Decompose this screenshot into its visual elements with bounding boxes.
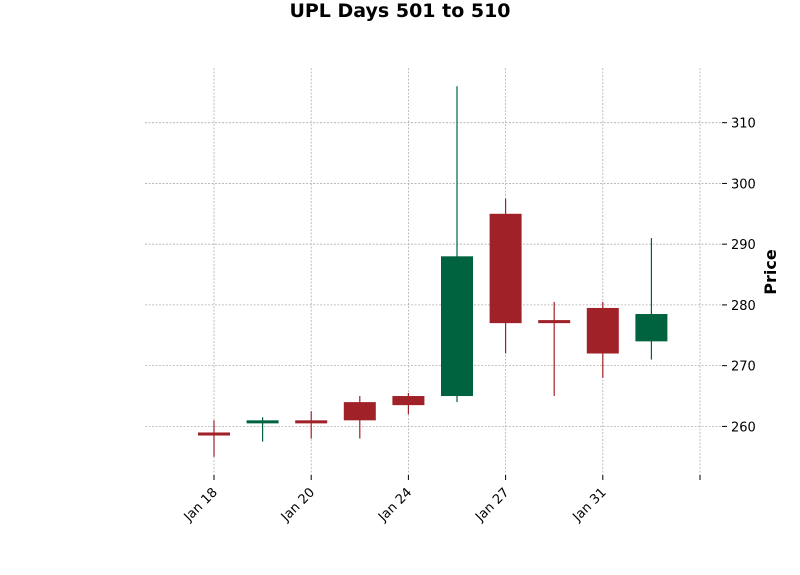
x-tick-label: Jan 27 [472,485,512,525]
candle [441,86,473,403]
candle-body [489,213,522,324]
x-tick-label: Jan 31 [570,485,610,525]
candle-body [392,396,425,406]
x-tick-label: Jan 24 [375,485,415,525]
candle [246,417,279,442]
candle-body [295,420,328,424]
candle [635,238,668,360]
x-tick-label: Jan 20 [278,485,318,525]
x-tick-label: Jan 18 [181,485,221,525]
y-tick-label: 280 [731,299,756,314]
y-axis-label: Price [761,249,780,295]
grid-layer [145,68,722,475]
chart-title: UPL Days 501 to 510 [289,0,511,22]
y-tick-label: 300 [731,177,756,192]
y-tick-label: 260 [731,420,756,435]
candle-body [246,420,279,424]
candle-layer [198,86,668,457]
candle [295,411,328,439]
y-tick-label: 310 [731,117,756,132]
candle [586,301,619,378]
candle [198,420,230,457]
candle-body [538,320,571,324]
y-tick-label: 290 [731,238,756,253]
y-tick-label: 270 [731,360,756,375]
candle-body [586,307,619,354]
candle-body [343,402,376,421]
candle [343,396,376,439]
candle-body [198,432,230,436]
candle [489,198,522,354]
candle [392,392,425,415]
candle-body [635,314,668,342]
candle-body [441,256,473,397]
candle [538,301,571,397]
